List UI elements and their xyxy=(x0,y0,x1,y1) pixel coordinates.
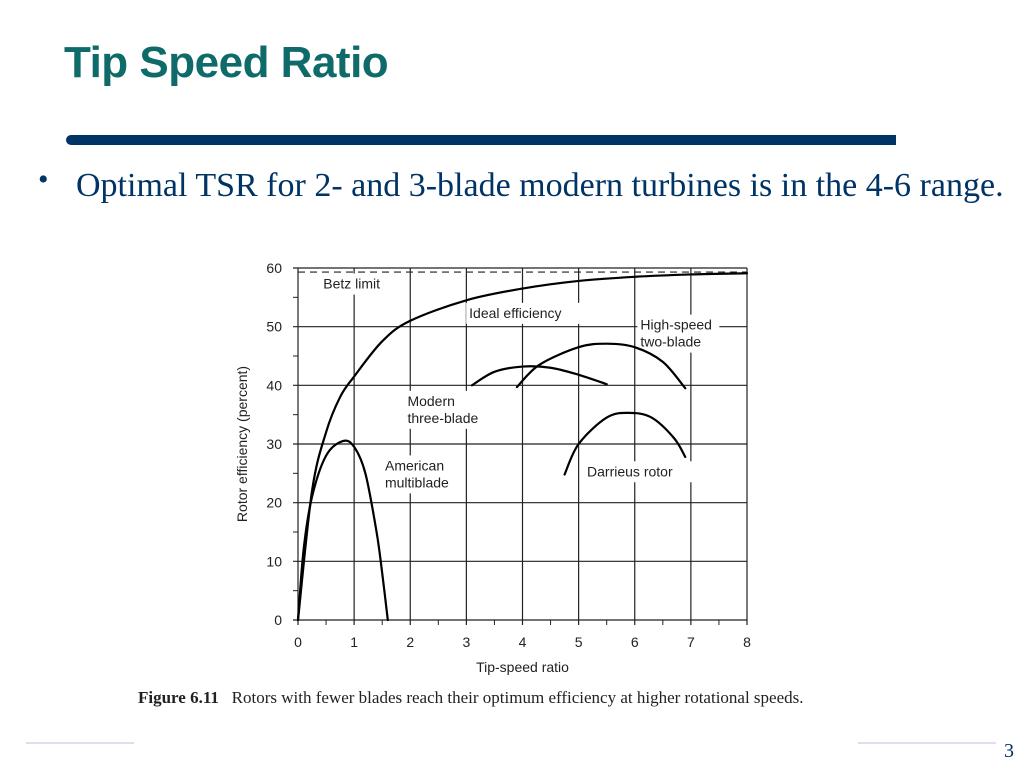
x-tick-label: 6 xyxy=(631,634,639,650)
annotation-bg xyxy=(466,302,594,324)
y-tick-label: 10 xyxy=(266,553,282,569)
x-tick-label: 7 xyxy=(687,634,695,650)
annotation-bg xyxy=(404,390,495,429)
annotation-label: three-blade xyxy=(407,410,478,426)
annotation-bg xyxy=(320,273,403,295)
y-tick-label: 40 xyxy=(266,377,282,393)
slide-title: Tip Speed Ratio xyxy=(64,38,389,87)
title-underline-rule xyxy=(66,135,896,145)
y-tick-label: 20 xyxy=(266,495,282,511)
footer-line-left xyxy=(26,742,134,744)
y-axis-label: Rotor efficiency (percent) xyxy=(234,366,250,522)
x-tick-label: 2 xyxy=(406,634,414,650)
curve-high-speed-two-blade xyxy=(515,342,687,390)
x-axis-label: Tip-speed ratio xyxy=(476,659,569,675)
bullet-icon: • xyxy=(38,163,49,196)
annotation-label: Darrieus rotor xyxy=(587,463,673,479)
curve-darrieus-rotor xyxy=(563,411,687,476)
curve-american-multiblade xyxy=(296,439,389,622)
page-number: 3 xyxy=(1004,740,1014,762)
curve-modern-three-blade xyxy=(470,365,608,387)
tsr-efficiency-chart: 0 1 2 3 4 5 6 7 8 0 10 20 30 40 50 60 Tip-speed ratio Rot… xyxy=(234,260,751,675)
annotation-label: Modern xyxy=(407,393,454,409)
x-tick-label: 3 xyxy=(462,634,470,650)
curve-ideal-efficiency xyxy=(296,272,749,622)
y-tick-label: 60 xyxy=(266,260,282,276)
y-tick-label: 0 xyxy=(274,612,282,628)
x-tick-label: 5 xyxy=(575,634,583,650)
figure-caption: Figure 6.11 Rotors with fewer blades rea… xyxy=(138,688,848,708)
footer-line-right xyxy=(858,742,996,744)
y-tick-label: 30 xyxy=(266,436,282,452)
annotation-label: Betz limit xyxy=(323,276,380,292)
x-tick-label: 8 xyxy=(743,634,751,650)
annotation-bg xyxy=(381,455,464,494)
x-tick-label: 1 xyxy=(350,634,358,650)
bullet-text: Optimal TSR for 2- and 3-blade modern tu… xyxy=(76,167,1004,204)
annotation-label: two-blade xyxy=(640,334,701,350)
x-tick-label: 4 xyxy=(519,634,527,650)
annotation-label: American xyxy=(385,457,444,473)
annotation-label: High-speed xyxy=(640,317,712,333)
annotation-bg xyxy=(584,461,697,483)
figure-caption-text: Rotors with fewer blades reach their opt… xyxy=(231,688,804,707)
x-tick-label: 0 xyxy=(294,634,302,650)
annotation-label: multiblade xyxy=(385,474,449,490)
annotation-bg xyxy=(637,314,720,353)
y-tick-label: 50 xyxy=(266,319,282,335)
figure-label: Figure 6.11 xyxy=(138,688,219,707)
annotation-label: Ideal efficiency xyxy=(469,305,561,321)
